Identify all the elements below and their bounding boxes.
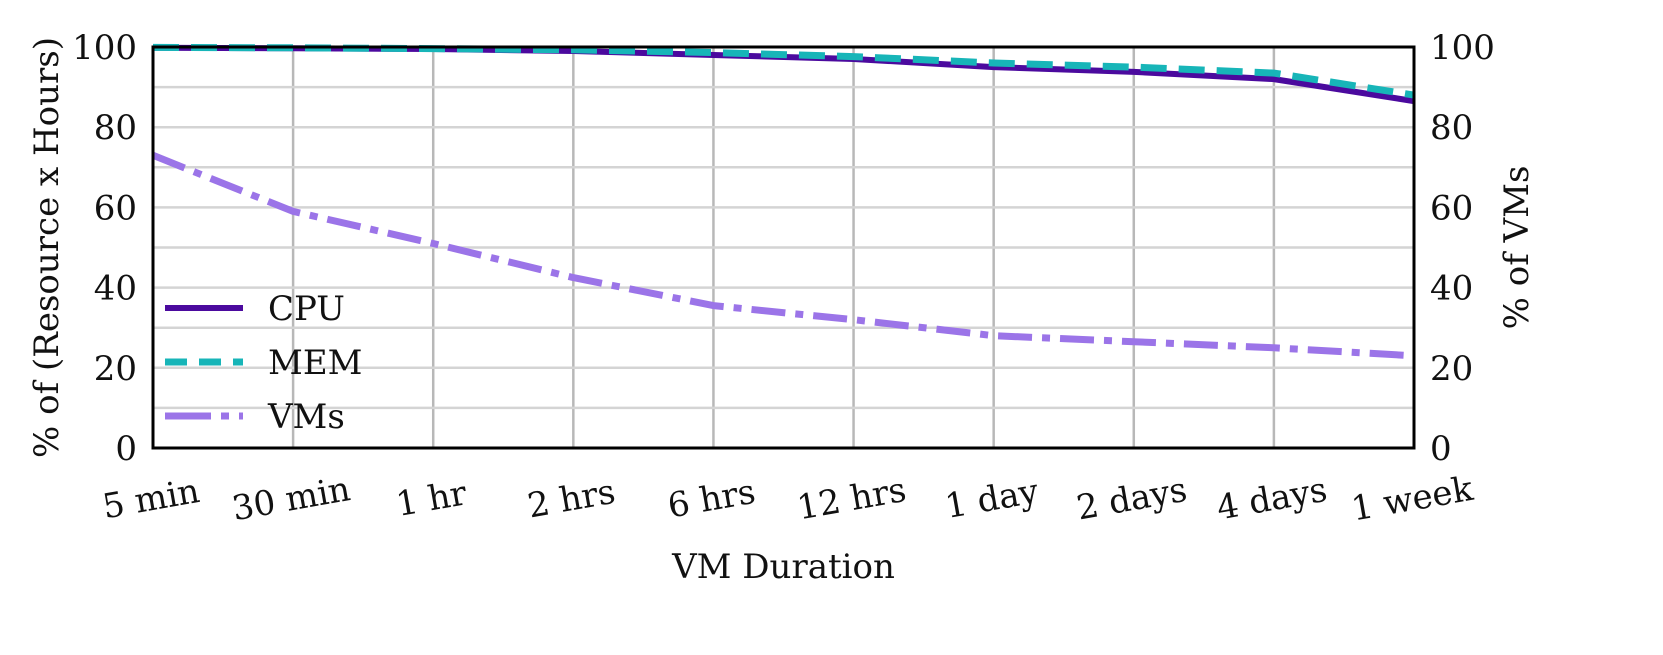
y2-tick-label: 80 xyxy=(1430,108,1473,148)
x-tick-label: 30 min xyxy=(229,469,353,529)
x-tick-label: 5 min xyxy=(100,471,203,527)
x-tick-label: 2 hrs xyxy=(525,472,619,527)
x-tick-label: 1 week xyxy=(1348,469,1476,530)
x-ticks: 5 min 30 min 1 hr 2 hrs 6 hrs 12 hrs 1 day 2 da… xyxy=(100,469,1477,530)
left-y-ticks: 0 20 40 60 80 100 xyxy=(72,28,137,469)
x-tick-label: 4 days xyxy=(1214,470,1330,529)
y-tick-label: 40 xyxy=(94,269,137,309)
grid xyxy=(153,47,1414,448)
left-y-axis-title: % of (Resource x Hours) xyxy=(27,37,67,458)
x-tick-label: 12 hrs xyxy=(794,470,909,528)
y2-tick-label: 60 xyxy=(1430,188,1473,228)
y2-tick-label: 20 xyxy=(1430,349,1473,389)
y2-tick-label: 100 xyxy=(1430,28,1495,68)
legend-label-cpu: CPU xyxy=(268,289,345,329)
legend-label-mem: MEM xyxy=(268,343,362,383)
y-tick-label: 0 xyxy=(115,429,137,469)
right-y-ticks: 0 20 40 60 80 100 xyxy=(1430,28,1495,469)
x-axis-title: VM Duration xyxy=(671,547,895,587)
legend-label-vms: VMs xyxy=(267,397,345,437)
y-tick-label: 60 xyxy=(94,188,137,228)
y2-tick-label: 40 xyxy=(1430,269,1473,309)
x-tick-label: 1 hr xyxy=(393,473,470,525)
plot-frame xyxy=(151,45,1416,450)
y-tick-label: 80 xyxy=(94,108,137,148)
legend: CPU MEM VMs xyxy=(165,289,362,437)
y2-tick-label: 0 xyxy=(1430,429,1452,469)
series-line-vms xyxy=(151,152,1415,360)
y-tick-label: 20 xyxy=(94,349,137,389)
x-tick-label: 1 day xyxy=(942,471,1042,527)
x-tick-label: 2 days xyxy=(1074,470,1190,529)
y-tick-label: 100 xyxy=(72,28,137,68)
right-y-axis-title: % of VMs xyxy=(1497,166,1537,330)
x-tick-label: 6 hrs xyxy=(665,472,759,527)
